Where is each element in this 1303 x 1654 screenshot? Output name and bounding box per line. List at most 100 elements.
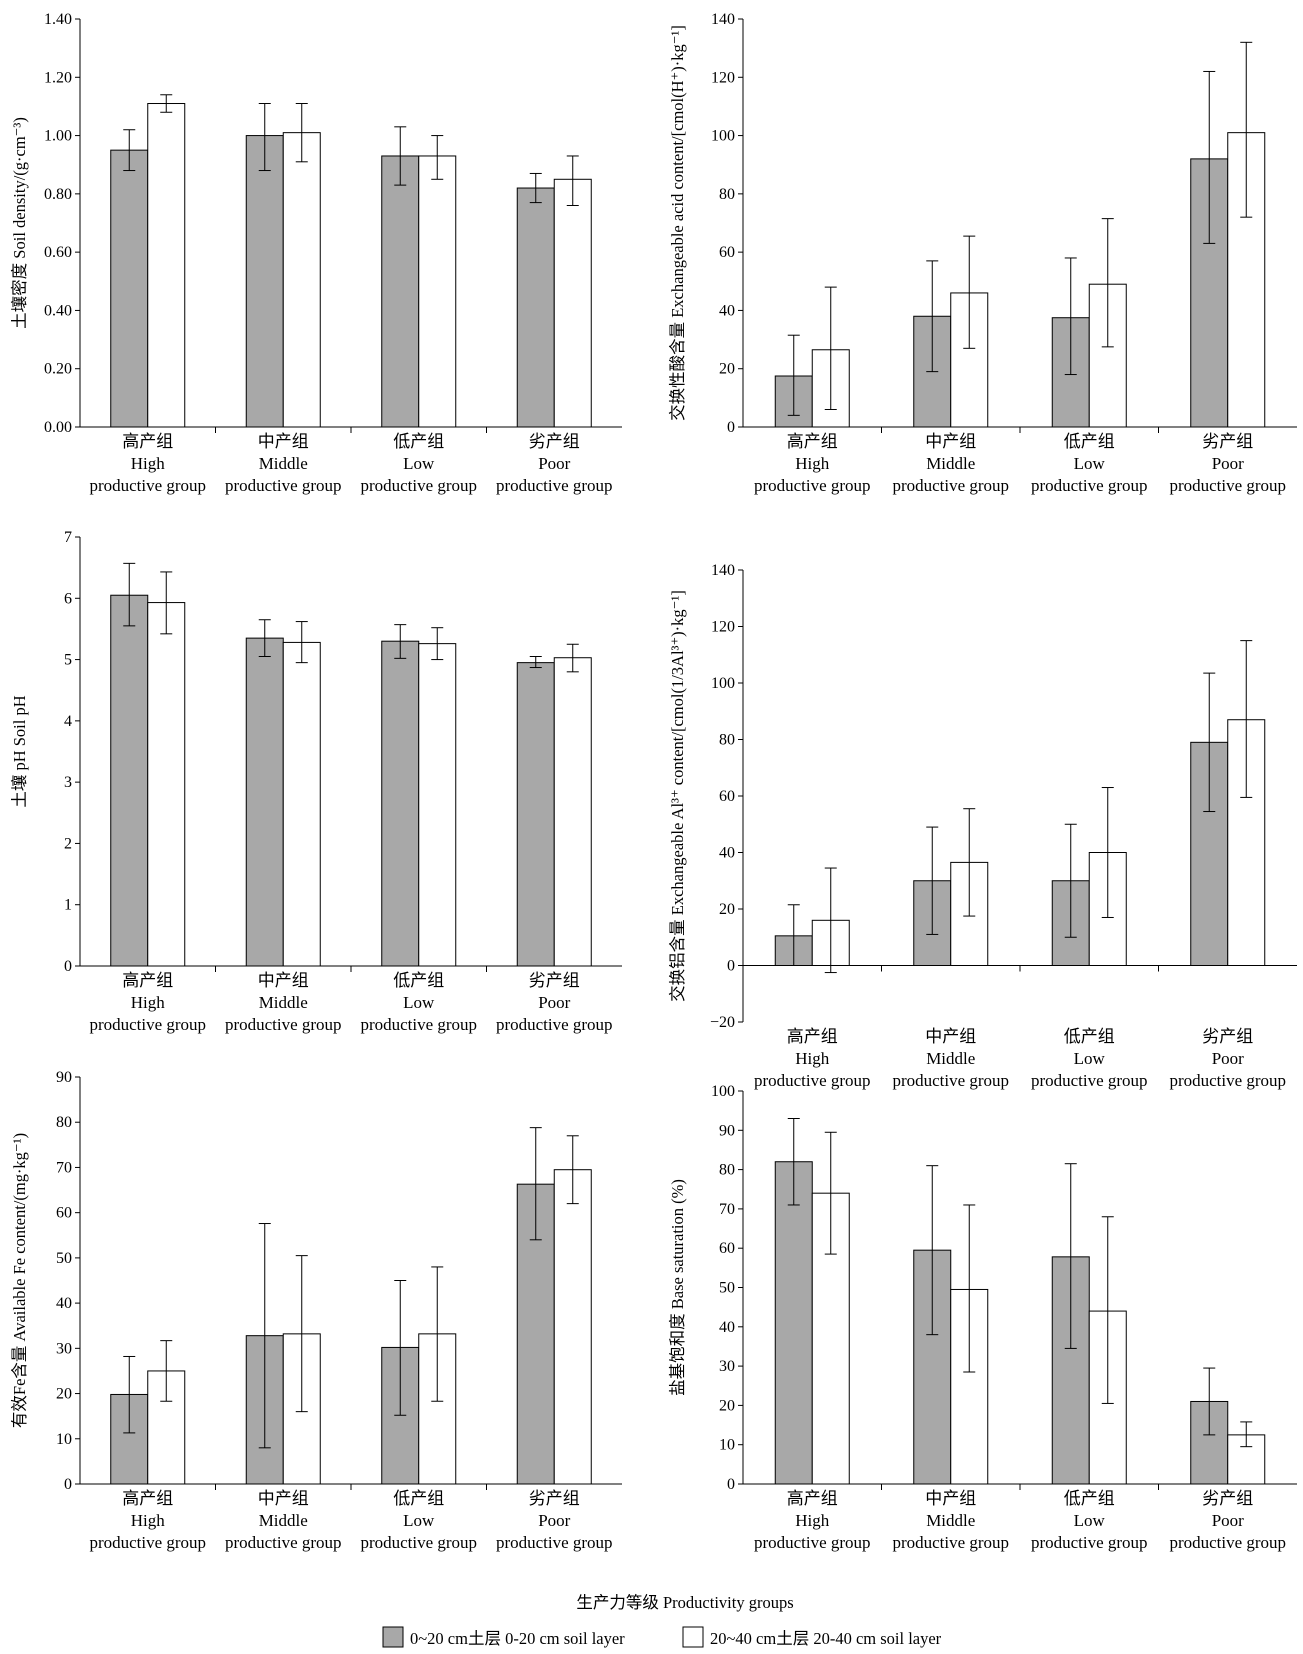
y-tick-label: 20 <box>719 361 735 378</box>
y-tick-label: 60 <box>719 788 735 805</box>
x-tick-label: productive group <box>360 476 477 495</box>
bar-0-20cm <box>245 637 284 967</box>
y-tick-label: 60 <box>719 244 735 261</box>
x-tick-label: Poor <box>1212 1511 1244 1530</box>
x-tick-label: 劣产组 <box>529 432 580 451</box>
bar-0-20cm <box>774 1161 813 1485</box>
legend: 0~20 cm土层 0-20 cm soil layer 20~40 cm土层 … <box>382 1626 942 1648</box>
x-tick-label: 劣产组 <box>529 971 580 990</box>
x-tick-label: productive group <box>225 476 342 495</box>
x-tick-label: productive group <box>496 1533 613 1552</box>
x-tick-label: productive group <box>1169 476 1286 495</box>
x-tick-label: 劣产组 <box>1202 1027 1253 1046</box>
x-tick-label: Low <box>1074 1049 1106 1068</box>
x-tick-label: Low <box>403 993 435 1012</box>
y-tick-label: 40 <box>56 1295 72 1312</box>
legend-swatch-20-40cm <box>682 1626 704 1648</box>
y-axis-title: 交换性酸含量 Exchangeable acid content/[cmol(H… <box>668 25 687 421</box>
x-tick-label: Low <box>1074 454 1106 473</box>
chart-soil-ph: 0 1 2 3 4 5 6 7 土壤 pH Soil pH 高产组 High productive g… <box>9 529 622 1034</box>
x-tick-label: productive group <box>892 1071 1009 1090</box>
x-tick-label: Middle <box>926 1049 975 1068</box>
x-tick-label: productive group <box>892 476 1009 495</box>
x-tick-label: Low <box>403 454 435 473</box>
x-tick-label: Middle <box>926 454 975 473</box>
y-axis-title: 有效Fe含量 Available Fe content/(mg·kg⁻¹) <box>10 1133 29 1428</box>
x-tick-label: 中产组 <box>258 1489 309 1508</box>
bar-0-20cm <box>381 640 420 967</box>
bar-0-20cm <box>110 149 149 428</box>
y-tick-label: 30 <box>719 1358 735 1375</box>
y-tick-label: 0 <box>727 958 735 975</box>
bar-20-40cm <box>418 643 457 967</box>
x-tick-label: productive group <box>1169 1533 1286 1552</box>
y-tick-label: 80 <box>56 1114 72 1131</box>
y-tick-label: 30 <box>56 1340 72 1357</box>
y-tick-label: 50 <box>719 1280 735 1297</box>
y-tick-label: 1.40 <box>44 11 72 28</box>
legend-label-0-20cm: 0~20 cm土层 0-20 cm soil layer <box>410 1629 625 1648</box>
chart-available-fe: 0 10 20 30 40 50 60 70 80 90 有效Fe含量 Available Fe c… <box>10 1069 622 1552</box>
y-tick-label: 2 <box>64 835 72 852</box>
x-tick-label: productive group <box>225 1533 342 1552</box>
y-tick-label: 60 <box>719 1240 735 1257</box>
y-tick-label: 120 <box>711 619 735 636</box>
y-tick-label: 70 <box>56 1159 72 1176</box>
x-tick-label: productive group <box>89 1015 206 1034</box>
y-tick-label: 0.80 <box>44 186 72 203</box>
x-tick-label: productive group <box>89 476 206 495</box>
y-tick-label: 1.00 <box>44 128 72 145</box>
bar-20-40cm <box>553 657 592 967</box>
y-tick-label: 6 <box>64 590 72 607</box>
x-tick-label: productive group <box>1031 476 1148 495</box>
x-tick-label: 高产组 <box>787 432 838 451</box>
x-tick-label: Poor <box>1212 454 1244 473</box>
y-tick-label: 10 <box>56 1431 72 1448</box>
x-tick-label: High <box>131 1511 166 1530</box>
shared-x-axis-title: 生产力等级 Productivity groups <box>576 1593 793 1612</box>
x-tick-label: productive group <box>360 1533 477 1552</box>
bar-0-20cm <box>516 662 555 967</box>
x-tick-label: 高产组 <box>122 971 173 990</box>
y-tick-label: 70 <box>719 1201 735 1218</box>
y-tick-label: 80 <box>719 186 735 203</box>
x-tick-label: 低产组 <box>393 971 444 990</box>
x-tick-label: High <box>131 454 166 473</box>
x-tick-label: Poor <box>538 454 570 473</box>
y-tick-label: 80 <box>719 732 735 749</box>
bar-0-20cm <box>245 135 284 428</box>
x-tick-label: productive group <box>360 1015 477 1034</box>
bar-20-40cm <box>282 132 321 428</box>
x-tick-label: Middle <box>926 1511 975 1530</box>
x-tick-label: High <box>795 1511 830 1530</box>
y-tick-label: 1.20 <box>44 69 72 86</box>
x-tick-label: 中产组 <box>925 1489 976 1508</box>
bar-20-40cm <box>553 1169 592 1485</box>
x-tick-label: productive group <box>89 1533 206 1552</box>
x-tick-label: productive group <box>1031 1533 1148 1552</box>
chart-exchangeable-al: −20 0 20 40 60 80 100 120 140 交换铝含量 Exchangeable … <box>668 562 1297 1090</box>
bar-0-20cm <box>110 594 149 967</box>
y-tick-label: 20 <box>719 1397 735 1414</box>
x-tick-label: 低产组 <box>1064 1027 1115 1046</box>
x-tick-label: productive group <box>225 1015 342 1034</box>
y-tick-label: 0.40 <box>44 302 72 319</box>
x-tick-label: Middle <box>259 454 308 473</box>
bar-20-40cm <box>147 602 186 967</box>
x-tick-label: 劣产组 <box>1202 1489 1253 1508</box>
y-tick-label: 40 <box>719 302 735 319</box>
x-tick-label: 中产组 <box>258 971 309 990</box>
legend-label-20-40cm: 20~40 cm土层 20-40 cm soil layer <box>710 1629 942 1648</box>
legend-swatch-0-20cm <box>382 1626 404 1648</box>
x-tick-label: 低产组 <box>393 432 444 451</box>
x-tick-label: productive group <box>892 1533 1009 1552</box>
x-tick-label: Low <box>1074 1511 1106 1530</box>
y-tick-label: 7 <box>64 529 72 546</box>
x-tick-label: 劣产组 <box>529 1489 580 1508</box>
x-tick-label: productive group <box>496 476 613 495</box>
y-tick-label: 0 <box>727 1476 735 1493</box>
y-axis-title: 交换铝含量 Exchangeable Al³⁺ content/[cmol(1/… <box>668 590 687 1002</box>
chart-exchangeable-acid: 0 20 40 60 80 100 120 140 交换性酸含量 Exchangeable ac… <box>668 11 1297 495</box>
x-tick-label: productive group <box>1031 1071 1148 1090</box>
y-tick-label: 10 <box>719 1437 735 1454</box>
